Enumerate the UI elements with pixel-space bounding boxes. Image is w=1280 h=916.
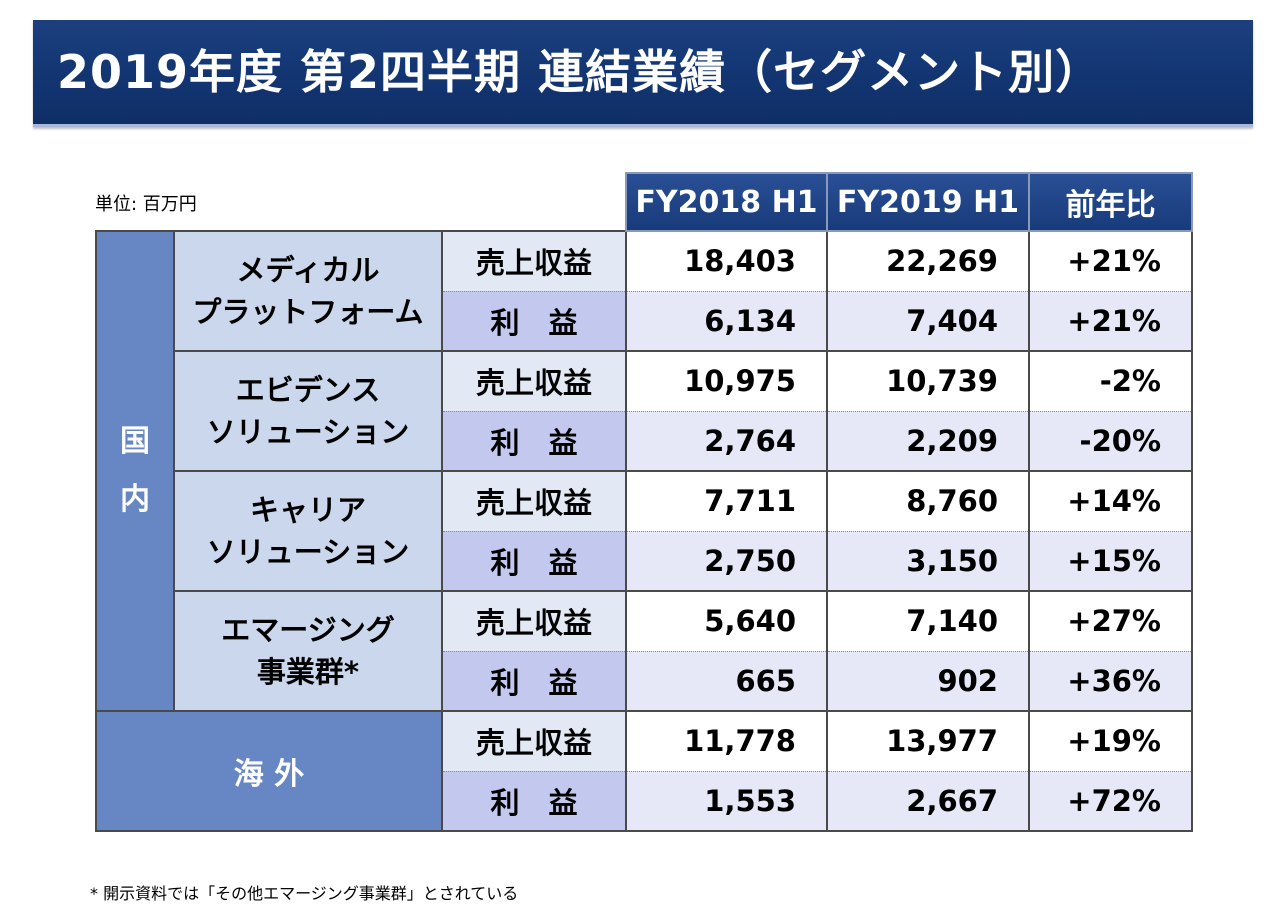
value-fy2019: 7,140: [826, 590, 1030, 652]
page-title: 2019年度 第2四半期 連結業績（セグメント別）: [57, 45, 1103, 99]
value-fy2019: 10,739: [826, 350, 1030, 412]
value-fy2018: 1,553: [625, 771, 828, 832]
value-fy2019: 2,667: [826, 771, 1030, 832]
value-fy2018: 2,750: [625, 531, 828, 592]
value-fy2019: 8,760: [826, 470, 1030, 532]
segment-name: メディカル プラットフォーム: [173, 230, 443, 352]
table-row: エマージング 事業群* 売上収益 5,640 7,140 +27%: [96, 590, 1193, 712]
value-fy2018: 10,975: [625, 350, 828, 412]
value-fy2018: 6,134: [625, 291, 828, 352]
value-yoy: +19%: [1028, 710, 1193, 772]
metric-revenue: 売上収益: [441, 350, 627, 412]
value-yoy: +21%: [1028, 230, 1193, 292]
metric-profit: 利 益: [441, 771, 627, 832]
value-fy2019: 3,150: [826, 531, 1030, 592]
value-fy2018: 11,778: [625, 710, 828, 772]
metric-profit: 利 益: [441, 291, 627, 352]
table-row: キャリア ソリューション 売上収益 7,711 8,760 +14%: [96, 470, 1193, 592]
value-fy2019: 902: [826, 651, 1030, 712]
col-header-yoy: 前年比: [1028, 172, 1193, 232]
metric-revenue: 売上収益: [441, 470, 627, 532]
value-fy2018: 5,640: [625, 590, 828, 652]
value-fy2019: 7,404: [826, 291, 1030, 352]
table-row: 国 内 メディカル プラットフォーム 売上収益 18,403 22,269 +2…: [95, 230, 1193, 712]
table-row: 利 益 1,553 2,667 +72%: [96, 771, 1193, 832]
value-fy2018: 665: [625, 651, 828, 712]
footnote: * 開示資料では「その他エマージング事業群」とされている: [90, 884, 519, 903]
value-fy2018: 7,711: [625, 470, 828, 532]
value-fy2018: 2,764: [625, 411, 828, 472]
header-row: FY2018 H1 FY2019 H1 前年比: [96, 172, 1193, 232]
value-fy2019: 2,209: [826, 411, 1030, 472]
col-header-fy2019: FY2019 H1: [826, 172, 1030, 232]
value-yoy: +14%: [1028, 470, 1193, 532]
value-yoy: +72%: [1028, 771, 1193, 832]
metric-revenue: 売上収益: [441, 590, 627, 652]
segment-name: キャリア ソリューション: [173, 470, 443, 592]
table-row: 利 益 665 902 +36%: [96, 651, 1193, 712]
metric-profit: 利 益: [441, 411, 627, 472]
table-row: 利 益 2,750 3,150 +15%: [96, 531, 1193, 592]
value-yoy: +21%: [1028, 291, 1193, 352]
value-fy2019: 13,977: [826, 710, 1030, 772]
value-yoy: +36%: [1028, 651, 1193, 712]
segment-results-table: FY2018 H1 FY2019 H1 前年比 国 内 メディカル プラットフォ…: [95, 172, 1193, 832]
metric-profit: 利 益: [441, 651, 627, 712]
segment-name: エビデンス ソリューション: [173, 350, 443, 472]
value-yoy: +27%: [1028, 590, 1193, 652]
table-row: エビデンス ソリューション 売上収益 10,975 10,739 -2%: [96, 350, 1193, 472]
value-yoy: -2%: [1028, 350, 1193, 412]
segment-name: エマージング 事業群*: [173, 590, 443, 712]
metric-profit: 利 益: [441, 531, 627, 592]
table-row: 海 外 売上収益 11,778 13,977 +19%: [95, 710, 1193, 832]
value-yoy: -20%: [1028, 411, 1193, 472]
value-fy2019: 22,269: [826, 230, 1030, 292]
metric-revenue: 売上収益: [441, 230, 627, 292]
title-bar: 2019年度 第2四半期 連結業績（セグメント別）: [33, 20, 1253, 127]
region-domestic: 国 内: [95, 230, 175, 712]
value-yoy: +15%: [1028, 531, 1193, 592]
table-row: 利 益 2,764 2,209 -20%: [96, 411, 1193, 472]
region-overseas: 海 外: [95, 710, 443, 832]
metric-revenue: 売上収益: [441, 710, 627, 772]
table-row: 利 益 6,134 7,404 +21%: [96, 291, 1193, 352]
col-header-fy2018: FY2018 H1: [625, 172, 828, 232]
unit-label: 単位: 百万円: [95, 194, 197, 215]
value-fy2018: 18,403: [625, 230, 828, 292]
